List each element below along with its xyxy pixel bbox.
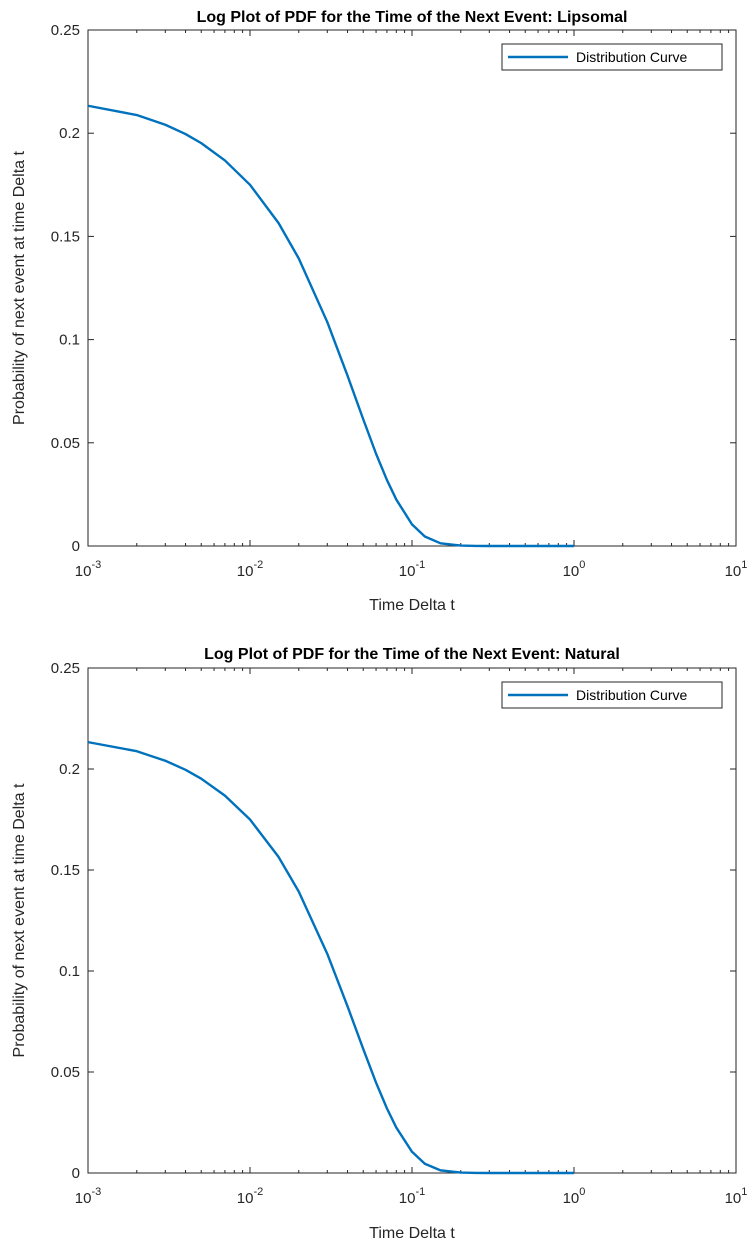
- x-tick-label: 100: [563, 1186, 586, 1207]
- legend-label: Distribution Curve: [576, 687, 687, 703]
- y-tick-label: 0.15: [51, 862, 80, 879]
- y-tick-label: 0.1: [59, 963, 80, 980]
- y-tick-label: 0.2: [59, 125, 80, 142]
- x-tick-label: 10-1: [399, 1186, 425, 1207]
- x-tick-label: 10-3: [75, 1186, 101, 1207]
- series-line-1: [87, 740, 574, 1175]
- y-tick-label: 0.25: [51, 660, 80, 677]
- y-tick-label: 0.25: [51, 22, 80, 39]
- chart-title: Log Plot of PDF for the Time of the Next…: [204, 646, 620, 663]
- y-tick-label: 0: [72, 1165, 80, 1182]
- x-axis-label: Time Delta t: [369, 597, 455, 614]
- legend: Distribution Curve: [501, 43, 723, 71]
- y-tick-label: 0.2: [59, 761, 80, 778]
- y-tick-label: 0: [72, 538, 80, 555]
- y-tick-label: 0.05: [51, 1064, 80, 1081]
- x-tick-label: 10-1: [399, 559, 425, 580]
- plot-area: [87, 29, 737, 547]
- y-axis-label: Probability of next event at time Delta …: [11, 783, 28, 1057]
- chart-title: Log Plot of PDF for the Time of the Next…: [197, 9, 628, 26]
- series-line-1: [87, 104, 574, 548]
- legend: Distribution Curve: [501, 681, 723, 709]
- x-tick-label: 10-3: [75, 559, 101, 580]
- x-axis-label: Time Delta t: [369, 1225, 455, 1242]
- plot-area: [87, 667, 737, 1174]
- x-tick-label: 101: [725, 1186, 748, 1207]
- y-tick-label: 0.05: [51, 435, 80, 452]
- y-axis-label: Probability of next event at time Delta …: [11, 150, 28, 424]
- x-tick-label: 100: [563, 559, 586, 580]
- x-tick-label: 10-2: [237, 559, 263, 580]
- chart-2: Log Plot of PDF for the Time of the Next…: [11, 646, 747, 1242]
- chart-1: Log Plot of PDF for the Time of the Next…: [11, 9, 747, 614]
- x-tick-label: 10-2: [237, 1186, 263, 1207]
- y-tick-label: 0.15: [51, 228, 80, 245]
- y-tick-label: 0.1: [59, 332, 80, 349]
- x-tick-label: 101: [725, 559, 748, 580]
- legend-label: Distribution Curve: [576, 49, 687, 65]
